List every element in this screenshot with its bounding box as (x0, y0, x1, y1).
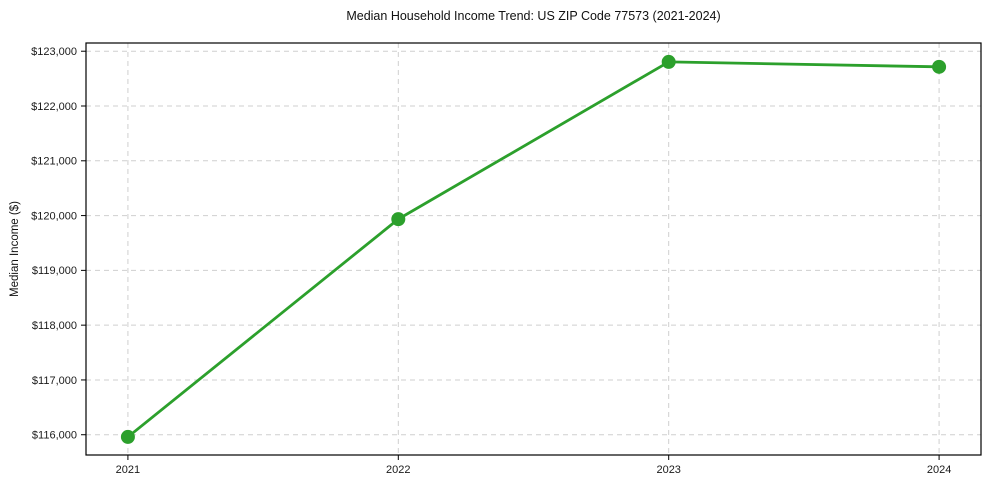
y-tick-label: $123,000 (31, 46, 77, 58)
x-tick-label: 2021 (116, 464, 140, 476)
y-tick-label: $122,000 (31, 101, 77, 113)
y-tick-label: $117,000 (32, 375, 77, 387)
plot-border (85, 42, 982, 456)
data-point-marker (932, 59, 947, 74)
x-tick-label: 2024 (927, 464, 951, 476)
y-tick-label: $118,000 (32, 320, 77, 332)
data-point-marker (391, 212, 406, 227)
data-point-marker (661, 54, 676, 69)
y-axis-label: Median Income ($) (9, 201, 21, 297)
chart-title: Median Household Income Trend: US ZIP Co… (346, 9, 721, 23)
x-tick-label: 2022 (386, 464, 410, 476)
y-tick-label: $119,000 (32, 265, 77, 277)
y-tick-label: $120,000 (31, 210, 77, 222)
y-tick-label: $116,000 (32, 430, 77, 442)
trend-line (126, 60, 941, 439)
y-tick-label: $121,000 (31, 156, 77, 168)
data-point-marker (120, 429, 135, 444)
x-tick-label: 2023 (656, 464, 680, 476)
